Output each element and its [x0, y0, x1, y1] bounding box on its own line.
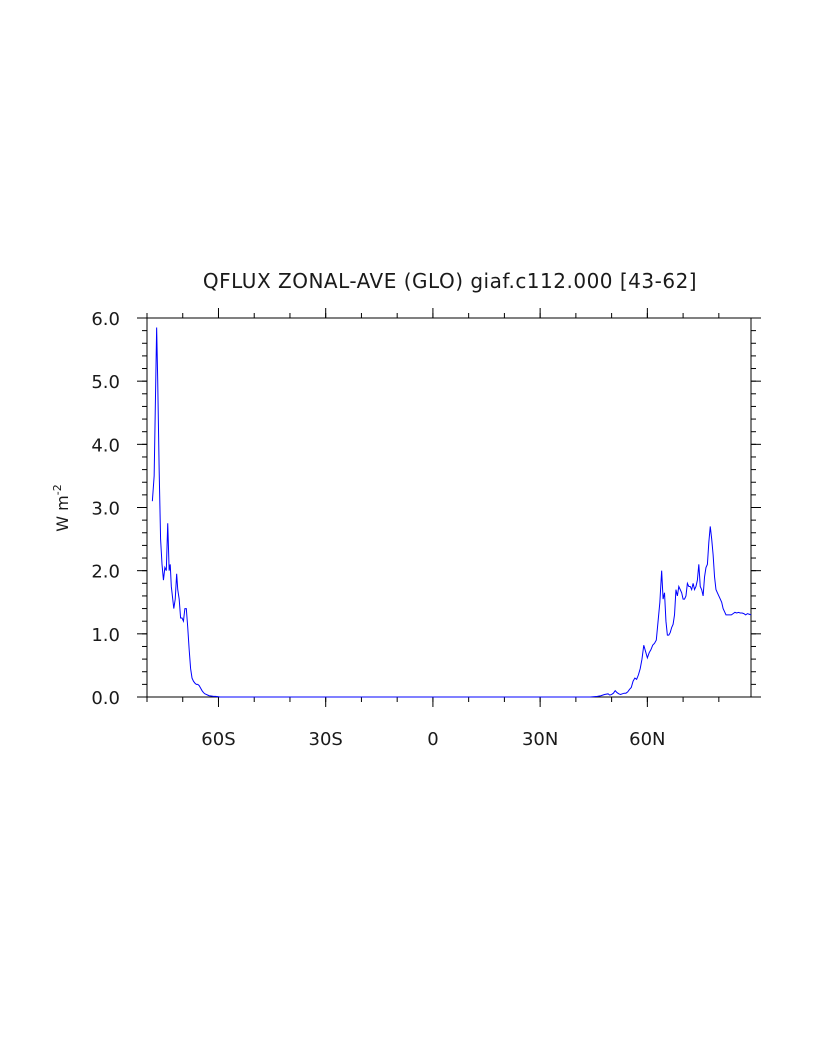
y-axis-label: W m-2: [51, 484, 72, 531]
y-tick-label: 0.0: [91, 688, 120, 709]
x-tick-label: 30S: [309, 729, 343, 750]
minor-ticks: [142, 313, 756, 702]
x-tick-label: 0: [427, 729, 438, 750]
y-axis-label-exponent: -2: [51, 484, 64, 495]
y-axis-label-main: W m: [53, 495, 72, 532]
y-tick-label: 1.0: [91, 625, 120, 646]
y-tick-label: 5.0: [91, 372, 120, 393]
series-line: [151, 327, 752, 698]
y-tick-label: 3.0: [91, 499, 120, 520]
x-tick-label: 60S: [201, 729, 235, 750]
y-axis-ticks: 0.0 1.0 2.0 3.0 4.0 5.0 6.0: [91, 309, 761, 709]
y-tick-label: 2.0: [91, 562, 120, 583]
x-tick-label: 60N: [629, 729, 665, 750]
plot-frame: [146, 317, 752, 698]
y-tick-label: 6.0: [91, 309, 120, 330]
chart-title: QFLUX ZONAL-AVE (GLO) giaf.c112.000 [43-…: [203, 269, 697, 293]
x-tick-label: 30N: [522, 729, 558, 750]
x-axis-ticks: 60S 30S 0 30N 60N: [201, 308, 666, 750]
y-tick-label: 4.0: [91, 435, 120, 456]
